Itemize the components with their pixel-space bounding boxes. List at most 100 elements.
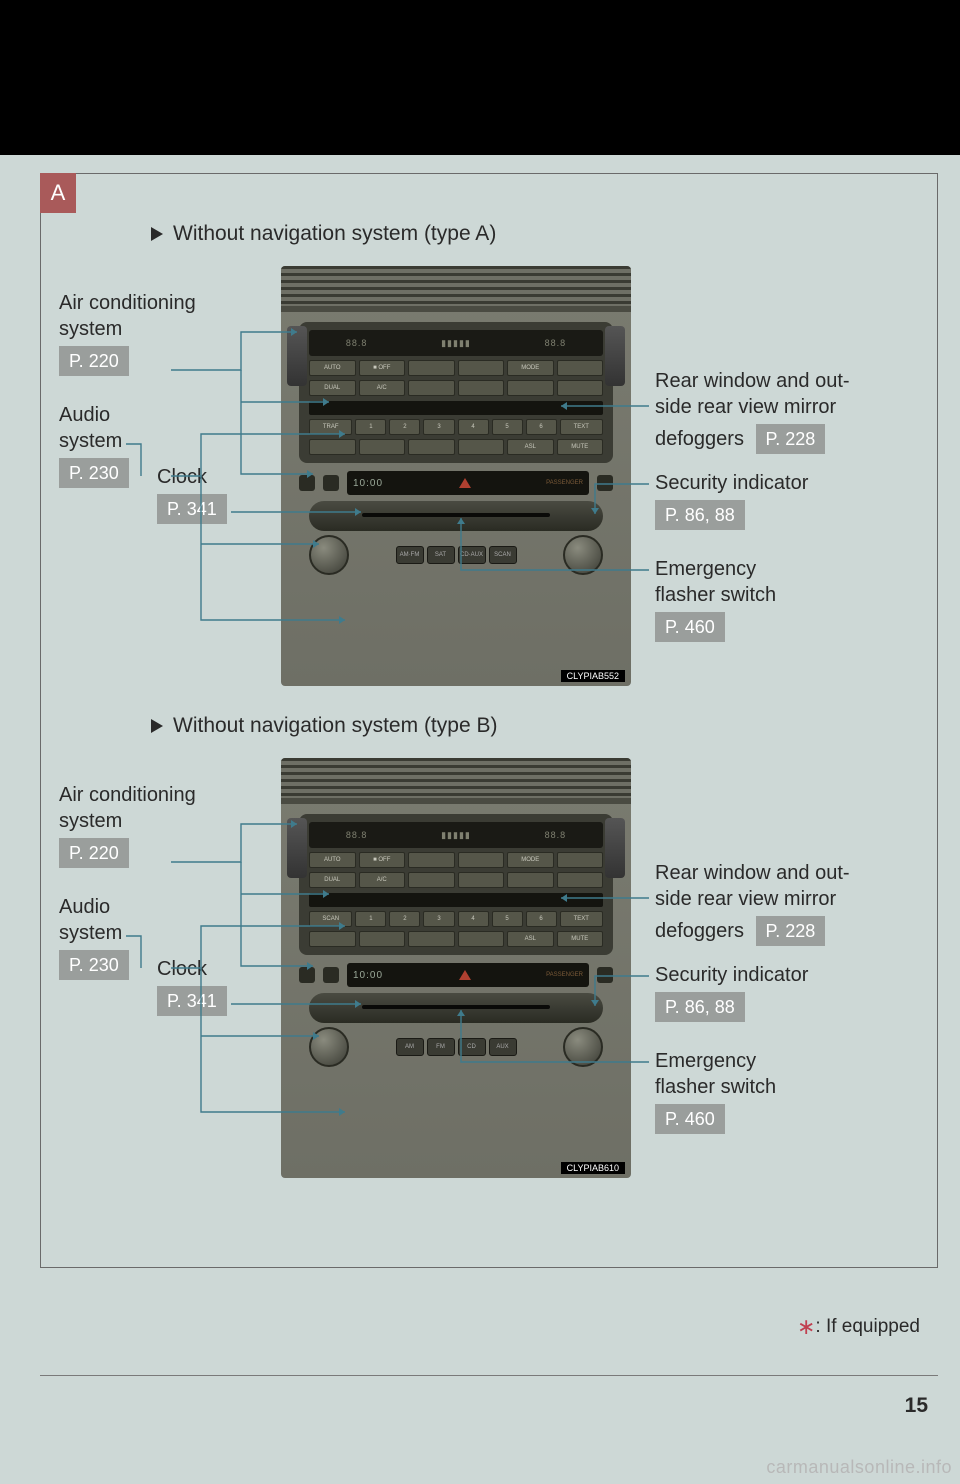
audio-btn: MUTE xyxy=(557,931,604,947)
triangle-bullet-icon xyxy=(151,719,163,733)
ac-row2: DUAL A/C xyxy=(309,380,603,396)
mode-btn: FM xyxy=(427,1038,455,1056)
ac-btn xyxy=(408,852,455,868)
audio-btn: 6 xyxy=(526,419,557,435)
audio-btn xyxy=(458,931,505,947)
ac-display: 88.8 ▮▮▮▮▮ 88.8 xyxy=(309,822,603,848)
label-clock: Clock P. 341 xyxy=(157,956,227,1016)
page-ref: P. 228 xyxy=(756,424,826,454)
ac-btn xyxy=(408,872,455,888)
knobs-row: AM·FM SAT CD·AUX SCAN xyxy=(309,535,603,575)
audio-row1: SCAN 1 2 3 4 5 6 TEXT xyxy=(309,911,603,927)
audio-btn: 2 xyxy=(389,419,420,435)
page-ref: P. 341 xyxy=(157,986,227,1016)
label-audio: Audio system P. 230 xyxy=(59,894,129,980)
label-security: Security indicator P. 86, 88 xyxy=(655,470,808,530)
clock-display: 10:00 PASSENGER xyxy=(347,471,589,495)
center-panel: 88.8 ▮▮▮▮▮ 88.8 AUTO ■ OFF MODE DUAL xyxy=(299,322,613,463)
mode-btn: SCAN xyxy=(489,546,517,564)
clock-time: 10:00 xyxy=(353,478,383,489)
volume-knob xyxy=(309,1027,349,1067)
heading-type-b: Without navigation system (type B) xyxy=(151,714,497,738)
cd-slot xyxy=(309,993,603,1023)
temp-rocker-left xyxy=(287,818,307,878)
clock-display: 10:00 PASSENGER xyxy=(347,963,589,987)
ac-btn xyxy=(507,380,554,396)
ac-btn xyxy=(507,872,554,888)
passenger-indicator: PASSENGER xyxy=(546,972,583,979)
clock-adj-btn xyxy=(323,475,339,491)
section-type-b: Without navigation system (type B) 88.8 … xyxy=(41,704,937,1244)
clock-row: 10:00 PASSENGER xyxy=(299,471,613,495)
mode-btn: CD·AUX xyxy=(458,546,486,564)
ac-btn: ■ OFF xyxy=(359,360,406,376)
audio-btn: 4 xyxy=(458,911,489,927)
audio-btn xyxy=(359,439,406,455)
page-ref: P. 230 xyxy=(59,950,129,980)
mode-btn: AM·FM xyxy=(396,546,424,564)
ac-btn: A/C xyxy=(359,872,406,888)
ac-btn xyxy=(458,360,505,376)
mode-btn: AM xyxy=(396,1038,424,1056)
temp-rocker-left xyxy=(287,326,307,386)
ac-row1: AUTO ■ OFF MODE xyxy=(309,360,603,376)
watermark: carmanualsonline.info xyxy=(766,1457,952,1478)
clock-adj-btn xyxy=(299,475,315,491)
temp-rocker-right xyxy=(605,326,625,386)
temp-rocker-right xyxy=(605,818,625,878)
console-photo-b: 88.8 ▮▮▮▮▮ 88.8 AUTO ■ OFF MODE DUAL xyxy=(281,758,631,1178)
audio-btn: ASL xyxy=(507,931,554,947)
label-audio: Audio system P. 230 xyxy=(59,402,129,488)
console-photo-a: 88.8 ▮▮▮▮▮ 88.8 AUTO ■ OFF MODE DUAL xyxy=(281,266,631,686)
audio-btn: 2 xyxy=(389,911,420,927)
heading-type-a: Without navigation system (type A) xyxy=(151,222,496,246)
audio-btn: 3 xyxy=(423,911,454,927)
volume-knob xyxy=(309,535,349,575)
air-vents xyxy=(281,266,631,312)
page-ref: P. 230 xyxy=(59,458,129,488)
page-ref: P. 86, 88 xyxy=(655,992,745,1022)
ac-btn xyxy=(557,872,604,888)
mode-btn: CD xyxy=(458,1038,486,1056)
audio-btn: TRAF xyxy=(309,419,352,435)
audio-btn: ASL xyxy=(507,439,554,455)
ac-btn xyxy=(458,872,505,888)
info-strip xyxy=(309,401,603,415)
ac-display: 88.8 ▮▮▮▮▮ 88.8 xyxy=(309,330,603,356)
footer-rule xyxy=(40,1375,938,1376)
center-panel: 88.8 ▮▮▮▮▮ 88.8 AUTO ■ OFF MODE DUAL xyxy=(299,814,613,955)
label-hazard: Emergency flasher switch P. 460 xyxy=(655,556,776,642)
page-number: 15 xyxy=(905,1394,928,1418)
audio-row1: TRAF 1 2 3 4 5 6 TEXT xyxy=(309,419,603,435)
audio-btn: TEXT xyxy=(560,419,603,435)
security-led xyxy=(597,967,613,983)
clock-time: 10:00 xyxy=(353,970,383,981)
audio-btn: 1 xyxy=(355,911,386,927)
ac-row1: AUTO ■ OFF MODE xyxy=(309,852,603,868)
audio-btn: 1 xyxy=(355,419,386,435)
audio-btn xyxy=(408,439,455,455)
content-frame: A Without navigation system (type A) 88.… xyxy=(40,173,938,1268)
ac-btn: DUAL xyxy=(309,380,356,396)
image-code: CLYPIAB552 xyxy=(561,670,625,682)
label-clock: Clock P. 341 xyxy=(157,464,227,524)
ac-btn: MODE xyxy=(507,852,554,868)
tune-knob xyxy=(563,535,603,575)
top-black-band xyxy=(0,0,960,155)
audio-btn: 4 xyxy=(458,419,489,435)
ac-row2: DUAL A/C xyxy=(309,872,603,888)
audio-btn: SCAN xyxy=(309,911,352,927)
ac-btn xyxy=(557,852,604,868)
page-ref: P. 86, 88 xyxy=(655,500,745,530)
page-ref: P. 341 xyxy=(157,494,227,524)
mode-buttons: AM·FM SAT CD·AUX SCAN xyxy=(396,546,517,564)
asterisk-icon: ∗ xyxy=(797,1314,815,1339)
mode-btn: AUX xyxy=(489,1038,517,1056)
triangle-bullet-icon xyxy=(151,227,163,241)
mode-btn: SAT xyxy=(427,546,455,564)
image-code: CLYPIAB610 xyxy=(561,1162,625,1174)
info-strip xyxy=(309,893,603,907)
ac-btn xyxy=(408,360,455,376)
ac-btn xyxy=(458,852,505,868)
ac-btn: DUAL xyxy=(309,872,356,888)
